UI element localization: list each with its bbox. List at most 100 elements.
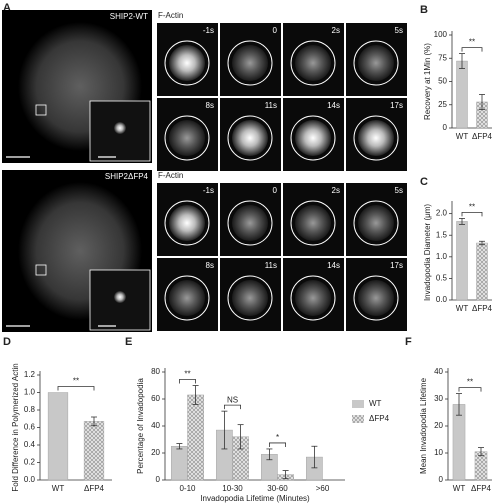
bleach-roi <box>227 115 273 161</box>
y-tick-label: 1.2 <box>24 370 36 379</box>
y-tick-label: 0.6 <box>24 423 36 432</box>
legend-swatch <box>352 415 364 423</box>
spot <box>295 280 331 316</box>
channel-label: F-Actin <box>158 11 183 20</box>
x-tick-label: WT <box>456 132 469 141</box>
spot <box>295 120 331 156</box>
bleach-roi <box>227 200 273 246</box>
time-label: 11s <box>265 261 277 270</box>
zoom-box <box>35 104 47 116</box>
spot <box>232 205 268 241</box>
spot <box>169 45 205 81</box>
panel-letter: E <box>125 336 132 348</box>
time-label: -1s <box>203 26 214 35</box>
significance-label: ** <box>467 378 473 387</box>
time-label: 14s <box>327 261 340 270</box>
bleach-roi <box>290 200 336 246</box>
time-label: -1s <box>203 186 214 195</box>
y-tick-label: 0 <box>439 475 444 484</box>
significance-bracket <box>179 379 196 384</box>
bar <box>187 394 204 481</box>
y-tick-label: 2.0 <box>436 209 448 218</box>
spot <box>169 120 205 156</box>
time-label: 0 <box>273 186 278 195</box>
bleach-roi <box>227 40 273 86</box>
y-axis-label: Invadopodia Diameter (μm) <box>423 204 432 301</box>
spot <box>232 120 268 156</box>
y-axis-label: Percentage of Invadopodia <box>136 378 145 474</box>
bleach-roi <box>290 40 336 86</box>
time-label: 17s <box>390 101 403 110</box>
significance-bracket <box>224 404 241 410</box>
time-label: 2s <box>332 186 340 195</box>
time-label: 2s <box>332 26 340 35</box>
bleach-roi <box>227 275 273 321</box>
inset-spot <box>114 291 126 303</box>
bleach-roi <box>353 40 399 86</box>
y-axis-label: Mean Invadopodia Lifetime <box>419 377 428 474</box>
y-tick-label: 30 <box>434 394 443 403</box>
cell-label: SHIP2-WT <box>110 12 148 21</box>
significance-bracket <box>461 47 483 52</box>
channel-label: F-Actin <box>158 171 183 180</box>
time-label: 5s <box>395 26 403 35</box>
y-axis-label: Fold Difference in Polymerized Actin <box>11 363 20 491</box>
x-tick-label: ΔFP4 <box>472 304 493 313</box>
bar <box>47 392 69 481</box>
cell-label: SHIP2ΔFP4 <box>105 172 149 181</box>
x-tick-label: WT <box>456 304 469 313</box>
bleach-roi <box>290 115 336 161</box>
bleach-roi <box>164 115 210 161</box>
bleach-roi <box>353 200 399 246</box>
significance-bracket <box>269 442 286 447</box>
x-tick-label: WT <box>52 484 65 493</box>
legend-swatch <box>352 400 364 408</box>
y-tick-label: 0 <box>156 475 161 484</box>
y-tick-label: 1.0 <box>24 388 36 397</box>
y-tick-label: 40 <box>151 421 160 430</box>
y-tick-label: 0.0 <box>24 475 36 484</box>
significance-label: ** <box>469 38 475 47</box>
y-tick-label: 75 <box>438 53 447 62</box>
legend-label: ΔFP4 <box>369 414 390 423</box>
y-tick-label: 0.0 <box>436 295 448 304</box>
spot <box>358 205 394 241</box>
panel-letter: C <box>420 176 428 188</box>
significance-label: * <box>276 433 279 442</box>
x-tick-label: ΔFP4 <box>84 484 105 493</box>
spot <box>169 280 205 316</box>
bleach-roi <box>164 200 210 246</box>
y-tick-label: 80 <box>151 367 160 376</box>
zoom-box <box>35 264 47 276</box>
spot <box>295 205 331 241</box>
time-label: 0 <box>273 26 278 35</box>
spot <box>358 280 394 316</box>
time-label: 14s <box>327 101 340 110</box>
bleach-roi <box>164 40 210 86</box>
spot <box>295 45 331 81</box>
significance-label: ** <box>469 202 475 211</box>
time-label: 17s <box>390 261 403 270</box>
spot <box>358 120 394 156</box>
time-label: 11s <box>265 101 277 110</box>
significance-bracket <box>57 386 95 391</box>
y-tick-label: 1.0 <box>436 252 448 261</box>
bar <box>456 60 468 129</box>
x-tick-label: >60 <box>316 484 330 493</box>
y-tick-label: 60 <box>151 394 160 403</box>
y-tick-label: 0 <box>443 123 448 132</box>
x-tick-label: WT <box>453 484 466 493</box>
y-tick-label: 1.5 <box>436 230 448 239</box>
significance-label: ** <box>184 370 190 379</box>
bleach-roi <box>353 275 399 321</box>
significance-bracket <box>461 211 483 217</box>
y-tick-label: 50 <box>438 77 447 86</box>
x-tick-label: ΔFP4 <box>472 132 493 141</box>
significance-bracket <box>458 387 482 392</box>
y-tick-label: 20 <box>151 448 160 457</box>
time-label: 8s <box>206 101 214 110</box>
spot <box>169 205 205 241</box>
bar <box>476 242 488 301</box>
y-tick-label: 20 <box>434 421 443 430</box>
